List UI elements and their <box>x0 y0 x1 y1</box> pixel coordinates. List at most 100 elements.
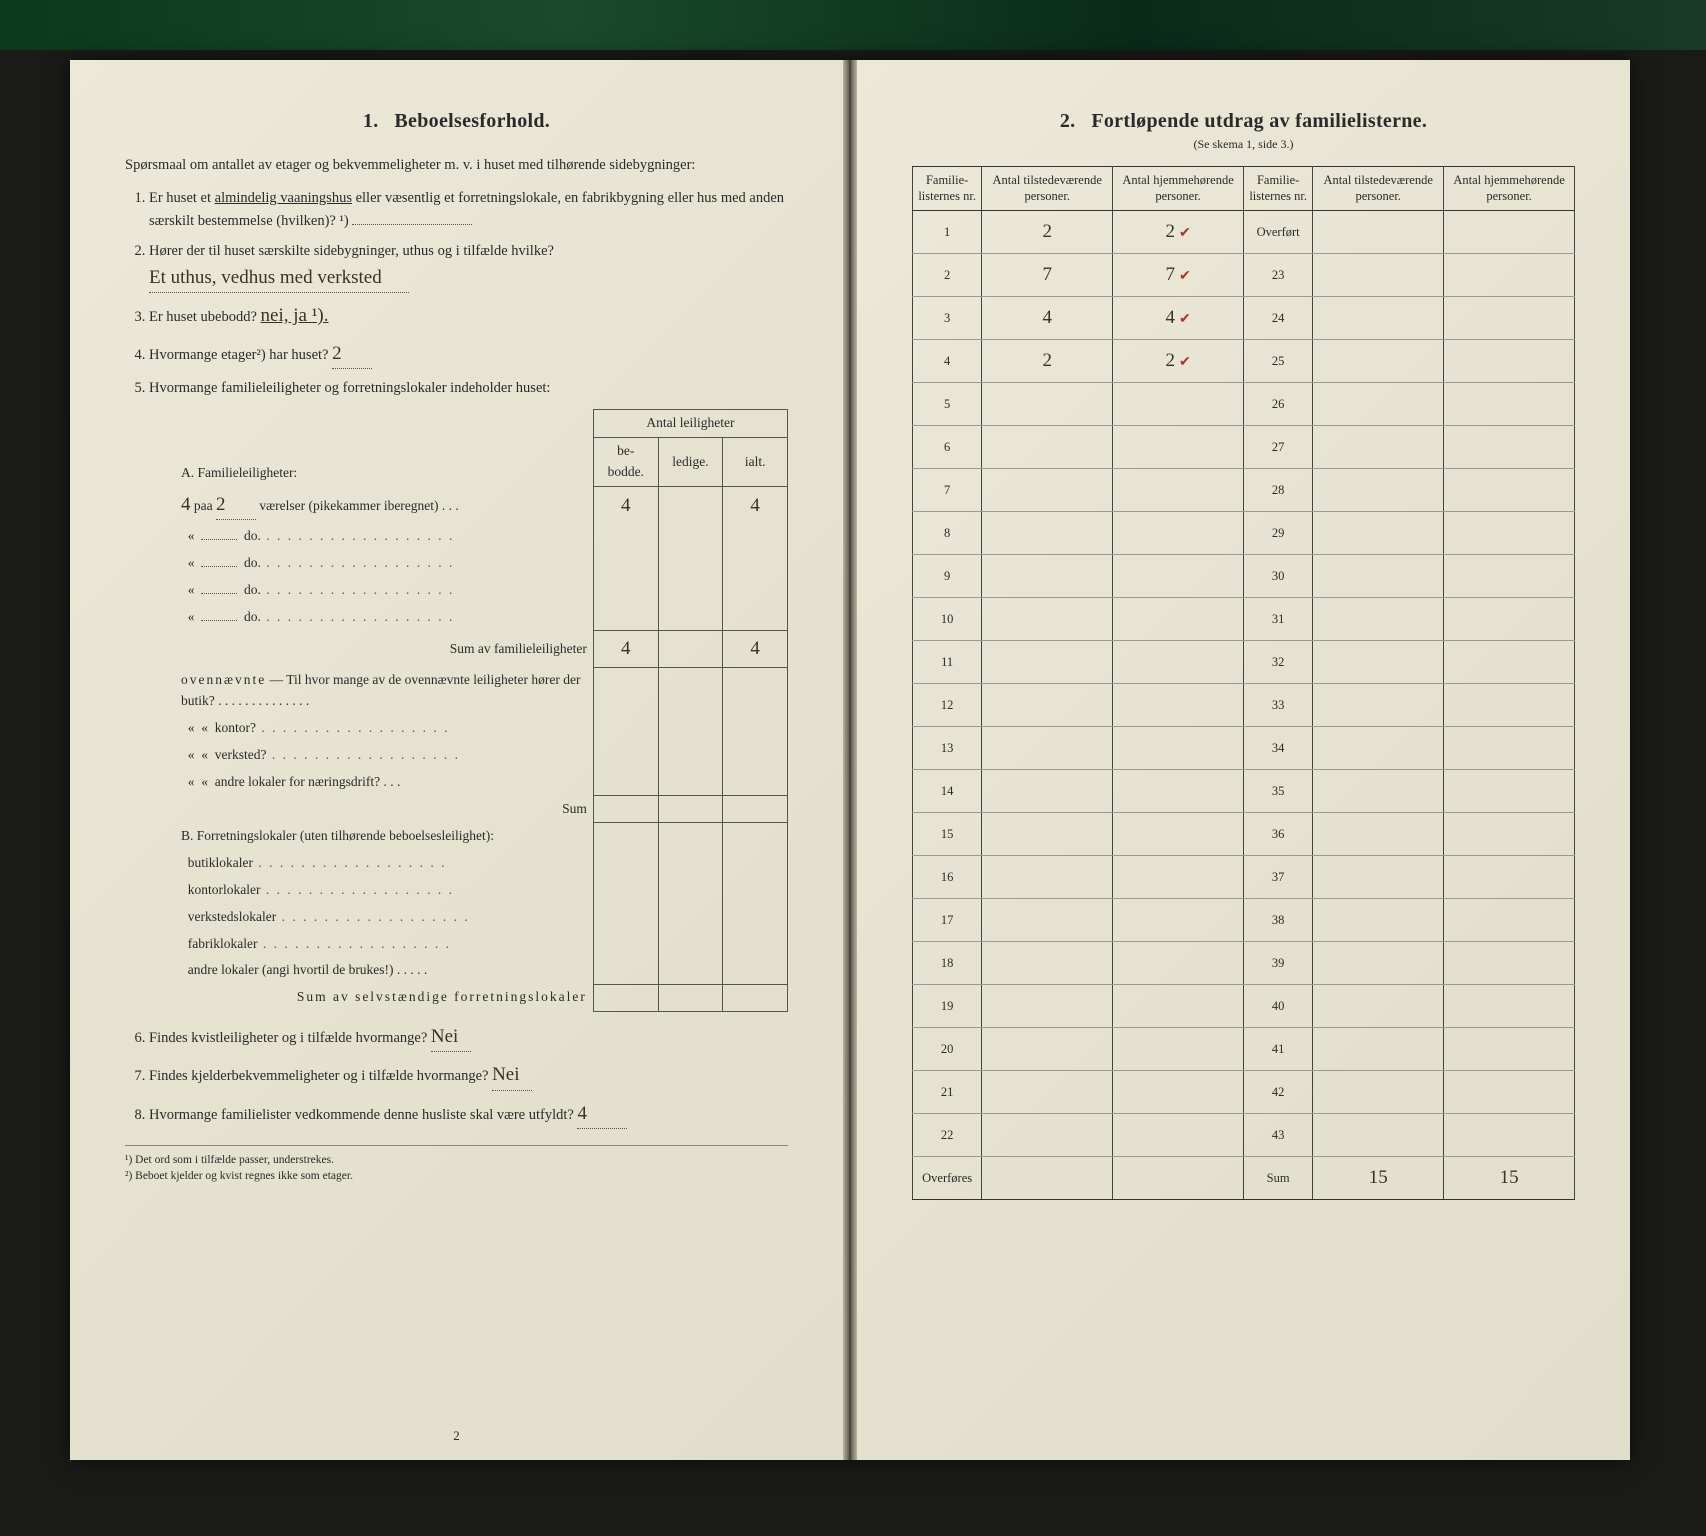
q6-text: Findes kvistleiligheter og i tilfælde hv… <box>149 1030 431 1046</box>
b-row-1: butiklokaler <box>181 850 593 877</box>
table-row: 526 <box>913 383 1575 426</box>
cell-h-a <box>1113 469 1244 512</box>
right-page: 2. Fortløpende utdrag av familielisterne… <box>857 60 1630 1460</box>
q6-answer: Nei <box>431 1022 471 1052</box>
cell-nr-a: 14 <box>913 770 982 813</box>
apartment-table: A. Familieleiligheter: Antal leiligheter… <box>181 409 788 1011</box>
table-row: 122✔Overført <box>913 211 1575 254</box>
table-row: 1536 <box>913 813 1575 856</box>
a-sum-be: 4 <box>593 631 658 667</box>
cell-nr-b: 34 <box>1244 727 1313 770</box>
cell-h-a <box>1113 598 1244 641</box>
cell-h-a <box>1113 1114 1244 1157</box>
intro-text: Spørsmaal om antallet av etager og bekve… <box>125 155 788 175</box>
cell-h-a: 4✔ <box>1113 297 1244 340</box>
a1-ialt: 4 <box>723 487 788 523</box>
cell-h-b <box>1444 1114 1575 1157</box>
q3-answer: nei, ja ¹). <box>261 305 329 326</box>
cell-h-a <box>1113 426 1244 469</box>
table-row: 1435 <box>913 770 1575 813</box>
section-number-2: 2. <box>1060 110 1076 132</box>
cell-t-b <box>1313 684 1444 727</box>
b-sum-text: Sum av selvstændige forretningslokaler <box>297 989 587 1004</box>
cell-h-b <box>1444 426 1575 469</box>
mid-q4: « « andre lokaler for næringsdrift? . . … <box>181 769 593 796</box>
cell-t-b <box>1313 641 1444 684</box>
cell-h-a <box>1113 555 1244 598</box>
cell-h-a <box>1113 1028 1244 1071</box>
table-row: 1031 <box>913 598 1575 641</box>
cell-nr-a: 1 <box>913 211 982 254</box>
cell-h-b <box>1444 985 1575 1028</box>
footnote-1: ¹) Det ord som i tilfælde passer, unders… <box>125 1152 788 1168</box>
cell-t-a: 2 <box>982 211 1113 254</box>
a-sum-ledige <box>658 631 723 667</box>
cell-t-a: 4 <box>982 297 1113 340</box>
cell-h-a <box>1113 942 1244 985</box>
q4-answer: 2 <box>332 339 372 369</box>
cell-h-b <box>1444 512 1575 555</box>
q4-text: Hvormange etager²) har huset? <box>149 347 332 363</box>
table-row: 2041 <box>913 1028 1575 1071</box>
footnotes: ¹) Det ord som i tilfælde passer, unders… <box>125 1145 788 1184</box>
cell-h-a <box>1113 856 1244 899</box>
col-bebodde: be- bodde. <box>593 438 658 487</box>
book-spine <box>843 60 857 1460</box>
cell-h-b <box>1444 1028 1575 1071</box>
footnote-2: ²) Beboet kjelder og kvist regnes ikke s… <box>125 1168 788 1184</box>
question-6: Findes kvistleiligheter og i tilfælde hv… <box>149 1022 788 1052</box>
b-row-5: andre lokaler (angi hvortil de brukes!) … <box>181 957 593 984</box>
col-tilstede-b: Antal tilstedeværende personer. <box>1313 167 1444 211</box>
cell-h-b <box>1444 641 1575 684</box>
q8-answer: 4 <box>577 1099 627 1129</box>
mid2-text: kontor? <box>215 720 256 735</box>
cell-nr-b: 38 <box>1244 899 1313 942</box>
cell-h-b <box>1444 254 1575 297</box>
cell-nr-a: 21 <box>913 1071 982 1114</box>
question-1: Er huset et almindelig vaaningshus eller… <box>149 187 788 232</box>
col-nr-a: Familie- listernes nr. <box>913 167 982 211</box>
a1-ledige <box>658 487 723 523</box>
left-page: 1. Beboelsesforhold. Spørsmaal om antall… <box>70 60 843 1460</box>
cell-h-a <box>1113 641 1244 684</box>
cell-h-a <box>1113 1071 1244 1114</box>
cell-t-a <box>982 1114 1113 1157</box>
mid-q3: « « verksted? <box>181 742 593 769</box>
q7-answer: Nei <box>492 1060 532 1090</box>
cell-nr-a: 10 <box>913 598 982 641</box>
col-nr-b: Familie- listernes nr. <box>1244 167 1313 211</box>
cell-nr-a: 3 <box>913 297 982 340</box>
cell-h-b <box>1444 813 1575 856</box>
cell-t-a <box>982 512 1113 555</box>
section-heading-2: Fortløpende utdrag av familielisterne. <box>1091 110 1427 132</box>
cell-nr-a: 20 <box>913 1028 982 1071</box>
cell-h-a: 2✔ <box>1113 211 1244 254</box>
cell-h-b <box>1444 727 1575 770</box>
q1-pre: Er huset et <box>149 190 215 206</box>
check-icon: ✔ <box>1175 355 1191 370</box>
a-row-3: « do. <box>181 550 593 577</box>
table-row: 1334 <box>913 727 1575 770</box>
cell-t-b <box>1313 598 1444 641</box>
q2-text: Hører der til huset særskilte sidebygnin… <box>149 243 554 259</box>
cell-t-a <box>982 598 1113 641</box>
cell-nr-b: 40 <box>1244 985 1313 1028</box>
b-row-2: kontorlokaler <box>181 877 593 904</box>
table-row: 277✔23 <box>913 254 1575 297</box>
table-row: 2142 <box>913 1071 1575 1114</box>
cell-nr-b: 27 <box>1244 426 1313 469</box>
page-number-left: 2 <box>70 1428 843 1444</box>
question-4: Hvormange etager²) har huset? 2 <box>149 339 788 369</box>
cell-h-b <box>1444 942 1575 985</box>
b5: andre lokaler (angi hvortil de brukes!) <box>188 962 394 977</box>
do-3: do. <box>244 555 261 570</box>
cell-nr-a: 5 <box>913 383 982 426</box>
section-heading: Beboelsesforhold. <box>394 110 550 132</box>
cell-nr-b: 30 <box>1244 555 1313 598</box>
cell-nr-b: 32 <box>1244 641 1313 684</box>
cell-t-a <box>982 641 1113 684</box>
b-sum-label: Sum av selvstændige forretningslokaler <box>181 984 593 1011</box>
cell-h-b <box>1444 555 1575 598</box>
cell-t-a: 7 <box>982 254 1113 297</box>
cell-t-b <box>1313 469 1444 512</box>
